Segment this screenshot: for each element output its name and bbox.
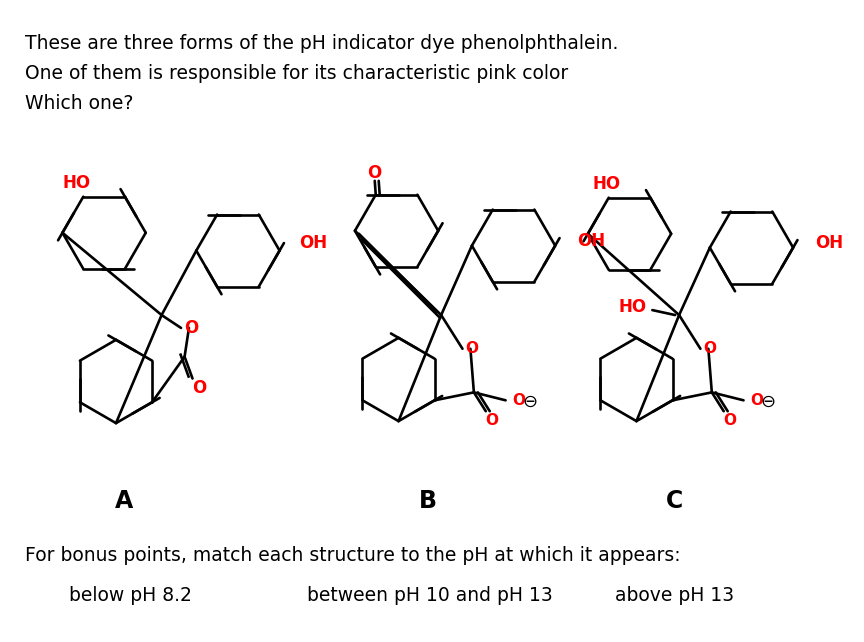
Text: ⊖: ⊖ bbox=[761, 394, 776, 412]
Text: below pH 8.2: below pH 8.2 bbox=[69, 586, 193, 605]
Text: One of them is responsible for its characteristic pink color: One of them is responsible for its chara… bbox=[25, 64, 568, 83]
Text: ⊖: ⊖ bbox=[523, 394, 538, 412]
Text: O: O bbox=[193, 379, 206, 397]
Text: These are three forms of the pH indicator dye phenolphthalein.: These are three forms of the pH indicato… bbox=[25, 35, 618, 53]
Text: C: C bbox=[665, 489, 683, 512]
Text: HO: HO bbox=[593, 175, 621, 193]
Text: B: B bbox=[419, 489, 437, 512]
Text: For bonus points, match each structure to the pH at which it appears:: For bonus points, match each structure t… bbox=[25, 546, 681, 565]
Text: O: O bbox=[512, 393, 525, 408]
Text: O: O bbox=[703, 342, 716, 356]
Text: HO: HO bbox=[62, 174, 91, 192]
Text: between pH 10 and pH 13: between pH 10 and pH 13 bbox=[308, 586, 553, 605]
Text: HO: HO bbox=[619, 298, 646, 316]
Text: A: A bbox=[115, 489, 133, 512]
Text: O: O bbox=[486, 413, 499, 428]
Text: O: O bbox=[466, 342, 479, 356]
Text: O: O bbox=[184, 319, 198, 337]
Text: O: O bbox=[366, 164, 381, 182]
Text: Which one?: Which one? bbox=[25, 94, 133, 113]
Text: OH: OH bbox=[577, 232, 605, 250]
Text: O: O bbox=[751, 393, 764, 408]
Text: OH: OH bbox=[300, 234, 327, 252]
Text: OH: OH bbox=[815, 234, 843, 252]
Text: above pH 13: above pH 13 bbox=[614, 586, 734, 605]
Text: O: O bbox=[723, 413, 736, 428]
